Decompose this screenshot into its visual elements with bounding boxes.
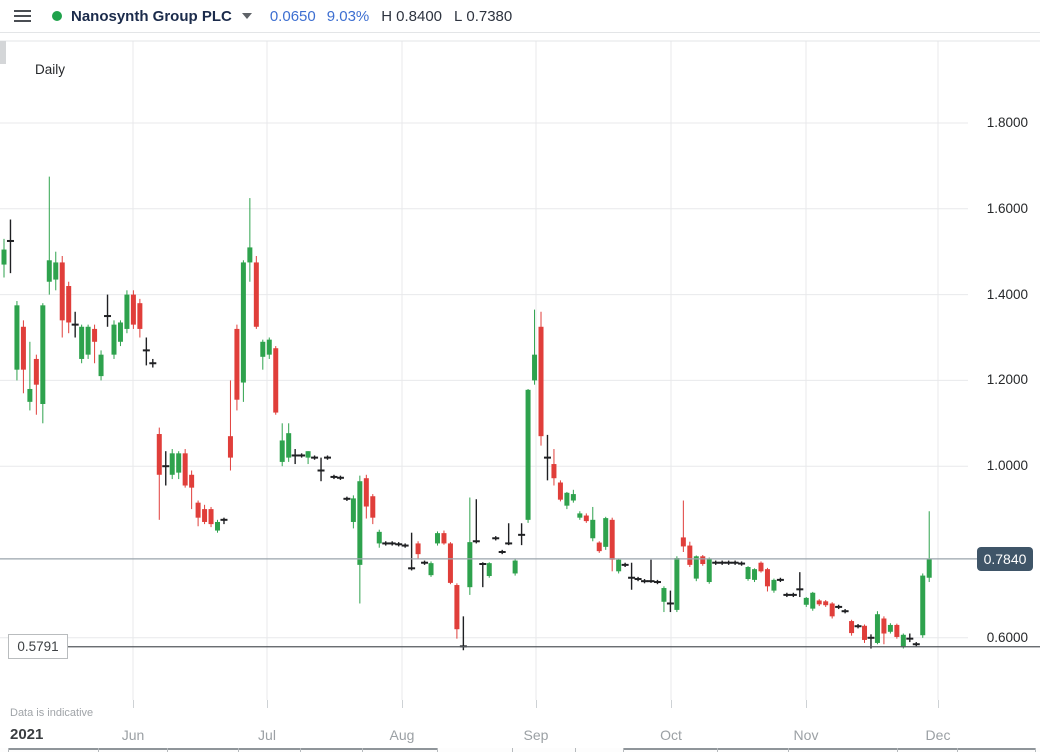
- instrument-selector[interactable]: Nanosynth Group PLC: [52, 8, 252, 25]
- y-axis-tick-label: 1.8000: [986, 115, 1028, 130]
- y-axis-tick-label: 1.4000: [986, 286, 1028, 302]
- edge-artifact: [0, 41, 6, 64]
- hamburger-menu-icon[interactable]: [14, 3, 40, 29]
- market-status-dot: [52, 11, 62, 21]
- month-label: Jul: [258, 727, 276, 743]
- low-value: 0.7380: [466, 7, 513, 25]
- sliver-tick: [167, 748, 168, 752]
- sliver-tick: [575, 748, 576, 752]
- month-label: Sep: [523, 727, 549, 743]
- sliver-segment: [624, 748, 1036, 750]
- sliver-tick: [1035, 748, 1036, 752]
- interval-label: Daily: [35, 62, 66, 77]
- high-value: 0.8400: [396, 7, 443, 25]
- toolbar: Nanosynth Group PLC 0.0650 9.03% H 0.8400…: [0, 0, 1040, 33]
- month-label: Jun: [121, 727, 145, 743]
- sliver-tick: [957, 748, 958, 752]
- sliver-tick: [717, 748, 718, 752]
- time-axis-tick: [536, 700, 537, 708]
- time-axis-tick: [133, 700, 134, 708]
- y-axis-tick-label: 1.6000: [986, 200, 1028, 216]
- price-change-percent: 9.03%: [326, 7, 370, 25]
- time-axis-tick: [267, 700, 268, 708]
- time-axis-tick: [806, 700, 807, 708]
- y-axis-tick-label: 1.2000: [986, 372, 1028, 388]
- next-panel-sliver: [0, 748, 1040, 752]
- session-high: H 0.8400: [381, 8, 442, 25]
- year-label: 2021: [10, 726, 44, 743]
- chart-area[interactable]: Daily 1.8000 1.6000 1.4000 1.2000 1.0000 0.60…: [0, 33, 1040, 700]
- sliver-tick: [512, 748, 513, 752]
- low-marker-label: 0.5791: [8, 634, 68, 660]
- time-axis[interactable]: Data is indicative 2021 Jun Jul Aug Sep Oct N…: [0, 700, 1040, 748]
- high-label: H: [381, 7, 393, 25]
- price-change: 0.0650: [269, 7, 316, 25]
- sliver-segment: [8, 748, 437, 750]
- time-axis-tick: [402, 700, 403, 708]
- month-label: Dec: [925, 727, 951, 743]
- candlestick-chart-svg: [0, 40, 1040, 700]
- instrument-name: Nanosynth Group PLC: [71, 7, 232, 25]
- month-label: Oct: [660, 727, 682, 743]
- session-low: L 0.7380: [454, 8, 512, 25]
- sliver-tick: [437, 748, 438, 752]
- sliver-tick: [362, 748, 363, 752]
- low-label: L: [454, 7, 463, 25]
- month-label: Aug: [389, 727, 415, 743]
- y-axis-tick-label: 0.6000: [986, 629, 1028, 645]
- sliver-tick: [98, 748, 99, 752]
- indicative-note: Data is indicative: [10, 707, 94, 719]
- sliver-tick: [8, 748, 9, 752]
- y-axis-tick-label: 1.0000: [986, 458, 1028, 474]
- month-label: Nov: [793, 727, 819, 743]
- current-price-badge: 0.7840: [977, 546, 1033, 571]
- sliver-tick: [788, 748, 789, 752]
- chevron-down-icon: [241, 13, 252, 19]
- sliver-tick: [897, 748, 898, 752]
- time-axis-tick: [671, 700, 672, 708]
- sliver-tick: [300, 748, 301, 752]
- sliver-tick: [623, 748, 624, 752]
- time-axis-tick: [938, 700, 939, 708]
- sliver-tick: [238, 748, 239, 752]
